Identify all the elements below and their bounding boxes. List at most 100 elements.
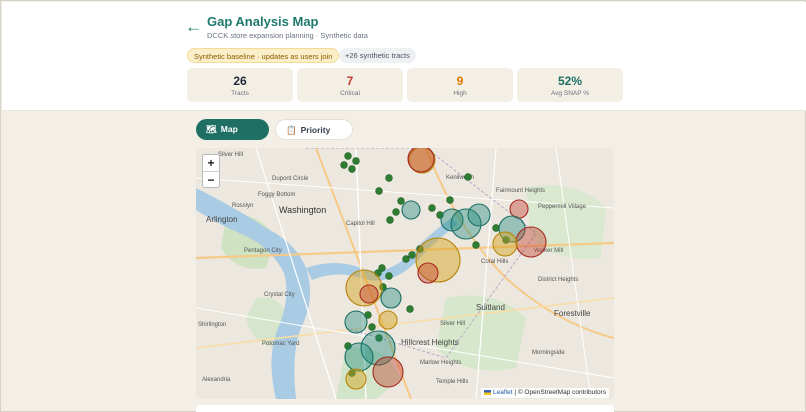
tract-markers-layer[interactable] [196, 148, 614, 399]
tract-circle-medium[interactable] [344, 310, 368, 334]
store-point-marker[interactable] [368, 323, 376, 331]
map-icon: 🗺 [206, 124, 217, 134]
synthetic-tracts-badge: +26 synthetic tracts [339, 48, 416, 63]
store-point-marker[interactable] [446, 196, 454, 204]
place-label: Pentagon City [244, 248, 282, 254]
zoom-in-button[interactable]: + [203, 155, 219, 172]
tract-circle-high[interactable] [415, 237, 461, 283]
tract-circle-medium[interactable] [401, 200, 421, 220]
zoom-out-button[interactable]: − [207, 173, 215, 187]
stat-card-high: 9 High [407, 68, 513, 102]
place-label: Foggy Bottom [258, 192, 295, 198]
tract-circle-critical[interactable] [417, 262, 439, 284]
store-point-marker[interactable] [385, 174, 393, 182]
flag-icon [484, 389, 491, 395]
zoom-control: + − [202, 154, 220, 188]
map-labels-layer: Silver Hill Dupont Circle Foggy Bottom R… [198, 152, 591, 385]
lower-panel-edge [196, 405, 614, 412]
stat-value: 26 [233, 74, 247, 88]
stat-value: 7 [346, 74, 354, 88]
tract-circle-high[interactable] [408, 148, 436, 174]
synthetic-baseline-badge: Synthetic baseline · updates as users jo… [187, 48, 340, 63]
place-label: Potomac Yard [262, 341, 299, 347]
tract-circle-critical[interactable] [372, 356, 404, 388]
store-point-marker[interactable] [406, 305, 414, 313]
store-point-marker[interactable] [340, 161, 348, 169]
tract-circle-critical[interactable] [359, 284, 379, 304]
stat-label: Avg SNAP % [550, 90, 590, 97]
place-label: District Heights [538, 277, 578, 283]
store-point-marker[interactable] [375, 187, 383, 195]
tract-circle-medium[interactable] [380, 287, 402, 309]
store-point-marker[interactable] [402, 255, 410, 263]
place-label: Crystal City [264, 292, 295, 298]
store-point-marker[interactable] [378, 264, 386, 272]
map-container[interactable]: Silver Hill Dupont Circle Foggy Bottom R… [196, 148, 614, 399]
store-point-marker[interactable] [344, 342, 352, 350]
store-point-marker[interactable] [408, 251, 416, 259]
place-label: Coral Hills [481, 259, 508, 265]
stat-value: 52% [557, 74, 583, 88]
store-point-marker[interactable] [348, 165, 356, 173]
stat-label: Critical [340, 90, 360, 97]
place-label: Kenilworth [446, 175, 474, 181]
tract-circle-medium[interactable] [467, 203, 491, 227]
store-point-marker[interactable] [352, 157, 360, 165]
tract-circle-high[interactable] [378, 310, 398, 330]
stat-label: Tracts [231, 90, 249, 97]
osm-attribution-text: | © OpenStreetMap contributors [512, 389, 607, 396]
tab-priority-list[interactable]: 📋Priority List [275, 119, 353, 156]
place-label: Rosslyn [232, 203, 253, 209]
tract-circle-medium[interactable] [344, 342, 374, 372]
tract-circle-critical[interactable] [407, 148, 435, 173]
place-label: Washington [279, 205, 326, 215]
page-header: ← Gap Analysis Map DCCK store expansion … [2, 2, 806, 111]
stat-card-critical: 7 Critical [297, 68, 403, 102]
place-label: Alexandria [202, 377, 231, 383]
stat-card-avg-snap: 52% Avg SNAP % [517, 68, 623, 102]
store-point-marker[interactable] [392, 208, 400, 216]
stat-value: 9 [456, 74, 464, 88]
place-label: Marlow Heights [420, 360, 461, 366]
tract-circle-high[interactable] [345, 269, 383, 307]
tract-circle-medium[interactable] [360, 330, 396, 366]
store-point-marker[interactable] [428, 204, 436, 212]
place-label: Peppermill Village [538, 204, 587, 210]
place-label: Forestville [554, 309, 591, 318]
place-label: Walker Mill [534, 248, 563, 254]
tract-circle-medium[interactable] [450, 208, 482, 240]
store-point-marker[interactable] [344, 152, 352, 160]
store-point-marker[interactable] [397, 197, 405, 205]
tract-circle-high[interactable] [492, 231, 518, 257]
place-label: Temple Hills [436, 379, 468, 385]
store-point-marker[interactable] [464, 173, 472, 181]
leaflet-link[interactable]: Leaflet [493, 389, 513, 396]
store-point-marker[interactable] [386, 216, 394, 224]
place-label: Suitland [476, 303, 505, 312]
gap-tract-circles[interactable] [344, 148, 547, 390]
store-point-marker[interactable] [492, 224, 500, 232]
clipboard-icon: 📋 [286, 125, 297, 135]
store-point-marker[interactable] [385, 272, 393, 280]
back-arrow-icon[interactable]: ← [185, 17, 202, 36]
page-title: Gap Analysis Map [207, 14, 319, 29]
map-tiles [196, 148, 614, 399]
tract-circle-critical[interactable] [509, 199, 529, 219]
tab-map-view[interactable]: 🗺Map View [196, 119, 269, 155]
place-label: Fairmount Heights [496, 188, 545, 194]
tract-circle-medium[interactable] [498, 215, 526, 243]
place-label: Arlington [206, 215, 238, 224]
place-label: Silver Hill [440, 321, 465, 327]
tract-circle-high[interactable] [345, 368, 367, 390]
store-point-marker[interactable] [472, 241, 480, 249]
place-label: Dupont Circle [272, 176, 309, 182]
place-label: Hillcrest Heights [401, 338, 459, 347]
page-subtitle: DCCK store expansion planning · Syntheti… [207, 31, 368, 40]
place-label: Shirlington [198, 322, 226, 328]
tract-circle-critical[interactable] [515, 226, 547, 258]
place-label: Silver Hill [218, 152, 243, 158]
stat-card-tracts: 26 Tracts [187, 68, 293, 102]
store-point-marker[interactable] [375, 334, 383, 342]
map-attribution: Leaflet | © OpenStreetMap contributors [481, 388, 610, 398]
